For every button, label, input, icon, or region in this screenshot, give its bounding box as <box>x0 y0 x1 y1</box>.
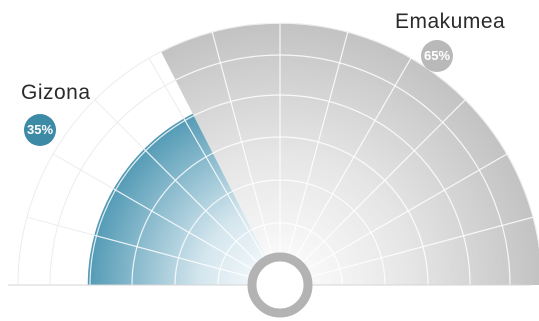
series-percent-badge-gizona: 35% <box>24 114 56 146</box>
series-percent-badge-emakumea: 65% <box>421 40 453 72</box>
center-ring <box>252 257 308 313</box>
series-label-emakumea: Emakumea <box>395 10 505 34</box>
slices <box>88 23 539 285</box>
series-label-gizona: Gizona <box>21 81 91 105</box>
